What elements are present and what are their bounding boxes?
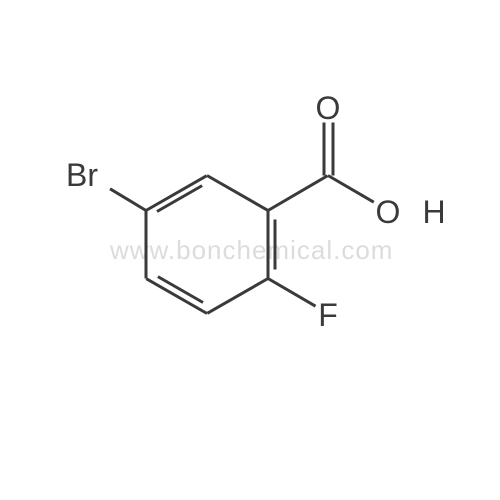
bond-line <box>327 174 375 204</box>
bond-line <box>274 219 277 269</box>
watermark-text: www.bonchemical.com <box>110 235 393 266</box>
bond-line <box>145 174 207 212</box>
bond-line <box>206 174 268 212</box>
atom-label-o: O <box>316 92 341 124</box>
molecule-canvas: www.bonchemical.com BrFOOH <box>0 0 500 500</box>
bond-line <box>109 187 146 211</box>
atom-label-br: Br <box>66 159 98 191</box>
bond-line <box>267 174 329 212</box>
bond-line <box>322 122 325 175</box>
atom-label-o: O <box>376 196 401 228</box>
bond-line <box>145 277 207 315</box>
atom-label-h: H <box>422 196 445 228</box>
bond-line <box>145 210 148 278</box>
bond-line <box>267 277 316 308</box>
atom-label-f: F <box>318 299 338 331</box>
bond-line <box>267 210 270 278</box>
bond-line <box>206 277 268 315</box>
bond-line <box>331 122 334 175</box>
